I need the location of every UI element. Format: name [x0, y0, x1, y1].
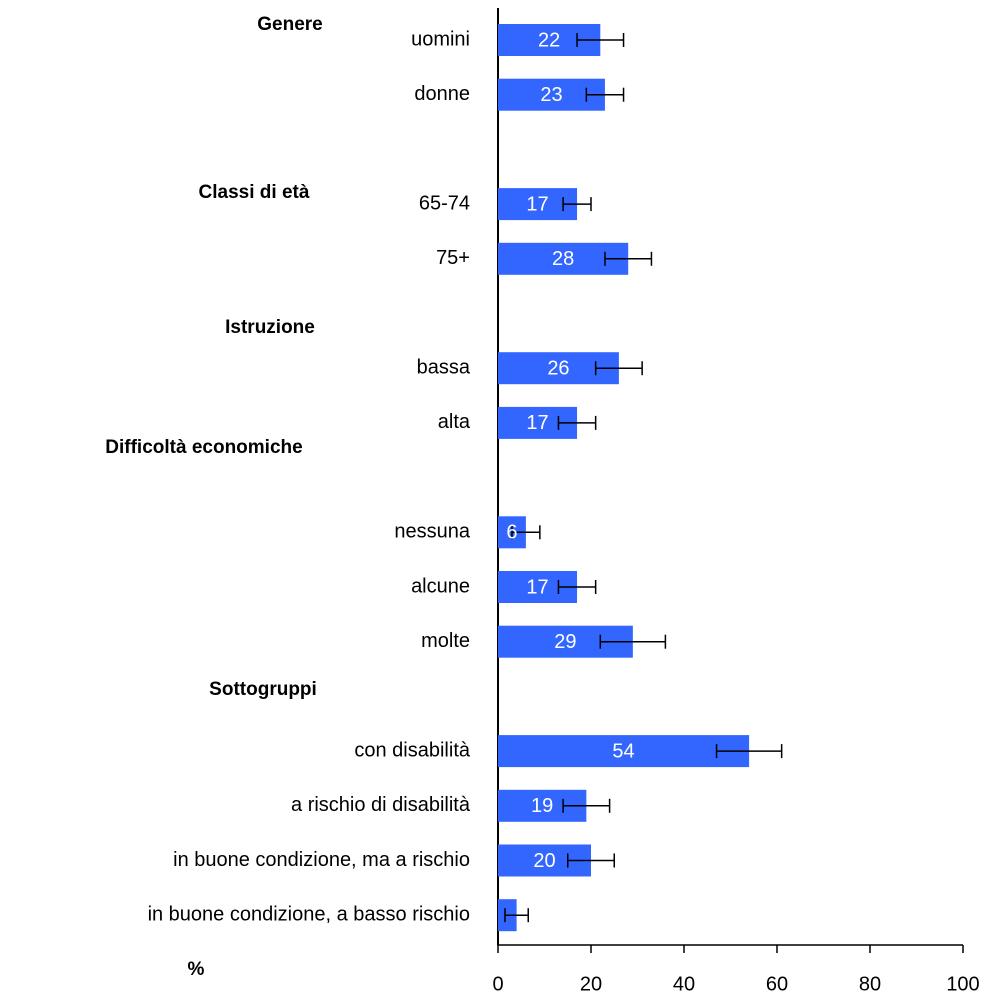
x-tick-label: 60 [766, 973, 788, 995]
x-tick-label: 40 [673, 973, 695, 995]
y-tick-label: donne [414, 83, 470, 105]
data-label: 28 [552, 248, 574, 270]
data-label: 26 [547, 357, 569, 379]
data-label: 23 [540, 84, 562, 106]
group-header: Classi di età [199, 182, 310, 203]
y-tick-label: 75+ [436, 247, 470, 269]
y-tick-label: in buone condizione, ma a rischio [173, 849, 470, 871]
x-tick-label: 100 [946, 973, 979, 995]
x-tick-label: 80 [859, 973, 881, 995]
group-header: Sottogruppi [209, 679, 317, 700]
x-tick-label: 0 [492, 973, 503, 995]
group-header: Genere [257, 14, 322, 35]
group-header: Istruzione [225, 317, 315, 338]
data-label: 17 [526, 193, 548, 215]
bar [498, 735, 750, 768]
y-tick-label: in buone condizione, a basso rischio [148, 903, 470, 925]
y-tick-label: uomini [411, 28, 470, 50]
group-header: Difficoltà economiche [105, 437, 302, 458]
data-label: 20 [533, 850, 555, 872]
y-tick-label: bassa [417, 356, 471, 378]
y-tick-label: alta [438, 411, 471, 433]
data-label: 17 [526, 576, 548, 598]
y-tick-label: 65-74 [419, 192, 470, 214]
data-label: 29 [554, 631, 576, 653]
data-label: 19 [531, 795, 553, 817]
data-label: 54 [612, 740, 634, 762]
axis-label: % [188, 959, 205, 980]
y-tick-label: con disabilità [354, 739, 471, 761]
data-label: 17 [526, 412, 548, 434]
x-tick-label: 20 [580, 973, 602, 995]
data-label: 6 [506, 522, 517, 544]
data-label: 22 [538, 29, 560, 51]
y-tick-label: a rischio di disabilità [291, 794, 471, 816]
y-tick-label: molte [421, 630, 470, 652]
y-tick-label: alcune [411, 575, 470, 597]
y-tick-label: nessuna [394, 521, 470, 543]
